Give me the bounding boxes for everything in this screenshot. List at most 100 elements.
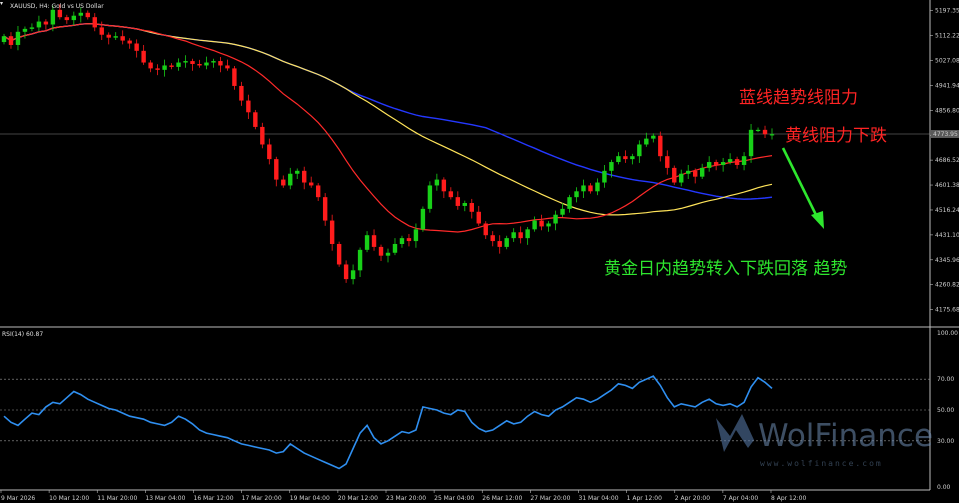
candle-body: [546, 223, 551, 227]
candle-body: [532, 220, 537, 230]
candle-body: [734, 159, 740, 165]
candle-body: [309, 182, 314, 186]
blue-line-resistance-note: 蓝线趋势线阻力: [739, 88, 858, 108]
down-arrow-icon: [781, 147, 824, 229]
time-tick-label: 2 Apr 20:00: [675, 495, 710, 502]
candle-body: [302, 170, 307, 183]
price-tick-label: 4941.94: [935, 82, 959, 89]
candle-body: [413, 229, 419, 242]
candle-body: [769, 134, 775, 136]
candle-body: [553, 214, 558, 224]
candle-body: [274, 159, 279, 180]
price-tick-label: 4431.10: [935, 232, 959, 239]
candle-body: [92, 17, 97, 28]
candle-body: [560, 208, 565, 215]
candle-body: [85, 12, 90, 18]
candle-body: [350, 270, 356, 280]
candle-body: [420, 208, 426, 230]
candle-body: [99, 27, 104, 35]
candle-body: [727, 159, 733, 163]
candle-body: [699, 167, 705, 177]
candle-body: [295, 170, 300, 174]
candle-body: [29, 27, 35, 29]
rsi-tick-label: 50.00: [937, 407, 954, 414]
time-tick-label: 26 Mar 12:00: [482, 495, 522, 502]
candle-body: [43, 21, 49, 25]
candle-body: [239, 85, 244, 101]
chart-menu-icon[interactable]: ▾: [0, 0, 3, 7]
candle-body: [651, 135, 656, 139]
candle-body: [190, 61, 195, 64]
time-axis-ticks: 9 Mar 2026 10 Mar 12:00 11 Mar 20:00 13 Mar…: [0, 490, 806, 502]
rsi-axis-ticks: 100.00 70.00 50.00 30.00 0.00: [937, 330, 958, 491]
candle-body: [127, 40, 132, 44]
candle-body: [713, 162, 719, 165]
candle-body: [539, 220, 544, 227]
candle-body: [288, 173, 293, 186]
candle-body: [748, 129, 754, 157]
rsi-tick-label: 100.00: [937, 330, 958, 337]
candle-body: [322, 197, 328, 221]
candle-body: [637, 144, 642, 157]
candle-body: [525, 229, 530, 239]
candle-body: [518, 232, 523, 239]
current-price-tag: [931, 130, 959, 138]
candle-body: [595, 182, 600, 192]
symbol-label: XAUUSD, H4: Gold vs US Dollar: [10, 3, 104, 10]
candle-body: [357, 249, 363, 271]
candle-body: [455, 197, 461, 206]
candle-body: [8, 36, 14, 45]
price-tick-label: 4686.52: [935, 157, 959, 164]
candle-body: [462, 203, 467, 206]
candle-body: [113, 36, 118, 38]
price-tick-label: 4516.24: [935, 207, 959, 214]
current-price-value: 4773.95: [933, 131, 958, 138]
time-tick-label: 23 Mar 20:00: [386, 495, 426, 502]
candle-body: [378, 246, 384, 256]
candle-body: [483, 223, 488, 236]
candle-body: [343, 264, 349, 280]
rsi-label: RSI(14) 60.87: [2, 331, 43, 338]
candle-body: [225, 65, 230, 69]
wolfinance-watermark: WolFinance www.wolfinance.com: [716, 414, 933, 468]
time-tick-label: 25 Mar 04:00: [434, 495, 474, 502]
candle-body: [176, 62, 181, 67]
ma-red-line: [3, 23, 773, 233]
candle-body: [497, 241, 502, 247]
candle-body: [567, 197, 572, 209]
trend-conclusion-note: 黄金日内趋势转入下跌回落 趋势: [604, 259, 847, 279]
candle-body: [15, 31, 21, 45]
candle-body: [706, 162, 712, 168]
rsi-tick-label: 30.00: [937, 438, 954, 445]
candle-body: [679, 173, 684, 183]
candle-body: [134, 43, 139, 51]
candle-body: [50, 9, 56, 25]
candle-body: [385, 252, 391, 256]
wolf-logo-icon: [716, 414, 754, 452]
candle-body: [490, 235, 495, 242]
candle-body: [672, 167, 677, 183]
candle-body: [315, 185, 321, 198]
price-tick-label: 5112.22: [935, 33, 959, 40]
candle-body: [448, 191, 454, 198]
time-tick-label: 31 Mar 04:00: [579, 495, 619, 502]
time-tick-label: 9 Mar 2026: [1, 495, 35, 502]
time-tick-label: 7 Apr 04:00: [723, 495, 758, 502]
candle-body: [260, 126, 265, 145]
candle-body: [476, 211, 481, 224]
candle-body: [427, 185, 433, 209]
time-tick-label: 8 Apr 12:00: [771, 495, 806, 502]
candle-body: [36, 21, 42, 28]
candle-body: [183, 61, 188, 63]
time-tick-label: 19 Mar 04:00: [290, 495, 330, 502]
candle-body: [693, 170, 698, 177]
candle-body: [71, 15, 77, 21]
candle-body: [588, 185, 593, 192]
candle-body: [78, 12, 83, 16]
candle-body: [22, 28, 28, 32]
candle-body: [336, 243, 342, 265]
candle-body: [162, 65, 167, 70]
candle-body: [267, 144, 272, 160]
